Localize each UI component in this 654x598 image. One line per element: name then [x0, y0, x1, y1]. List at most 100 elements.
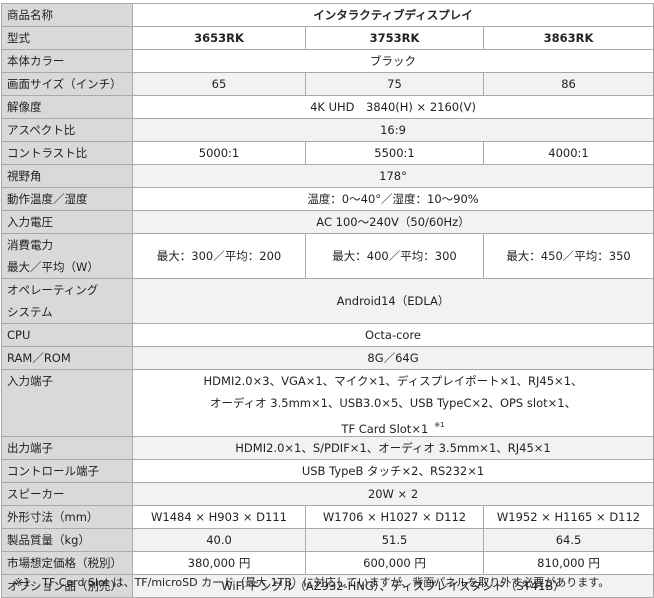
- row-label-cell: 本体カラー: [1, 49, 133, 73]
- cell-text: 380,000 円: [187, 556, 251, 570]
- value-cell: 3863RK: [482, 26, 654, 50]
- table-row: 型式 3653RK 3753RK 3863RK: [1, 26, 654, 50]
- table-row: 外形寸法（mm） W1484 × H903 × D111 W1706 × H1027…: [1, 505, 654, 529]
- row-label: CPU: [7, 328, 31, 342]
- row-label: 消費電力: [7, 238, 53, 252]
- row-label-cell: 画面サイズ（インチ）: [1, 72, 133, 96]
- row-label: 製品質量（kg）: [7, 533, 90, 547]
- row-label-cell: オペレーティング システム: [1, 278, 133, 324]
- row-label: RAM／ROM: [7, 351, 71, 365]
- row-label: アスペクト比: [7, 123, 76, 137]
- value-cell: ブラック: [131, 49, 654, 73]
- value-cell: USB TypeB タッチ×2、RS232×1: [131, 459, 654, 483]
- row-label-cell: 出力端子: [1, 436, 133, 460]
- cell-text: 8G／64G: [367, 351, 419, 365]
- row-label-cell: スピーカー: [1, 482, 133, 506]
- cell-text: 4K UHD 3840(H) × 2160(V): [310, 100, 476, 114]
- value-cell: 温度：0～40°／湿度：10～90%: [131, 187, 654, 211]
- value-cell: 51.5: [305, 528, 484, 552]
- value-cell: 16:9: [131, 118, 654, 142]
- value-cell: 5500:1: [305, 141, 484, 165]
- cell-text: 最大：400／平均：300: [332, 249, 457, 263]
- table-row: アスペクト比 16:9: [1, 118, 654, 142]
- table-row: 製品質量（kg） 40.0 51.5 64.5: [1, 528, 654, 552]
- cell-text: 810,000 円: [537, 556, 600, 570]
- value-cell: 5000:1: [132, 141, 306, 165]
- value-cell: 3753RK: [305, 26, 484, 50]
- value-cell: 380,000 円: [132, 551, 306, 575]
- row-label-cell: 動作温度／湿度: [1, 187, 133, 211]
- row-label-cell: CPU: [1, 323, 133, 347]
- row-label: 外形寸法（mm）: [7, 510, 99, 524]
- value-cell: インタラクティブディスプレイ: [131, 3, 654, 27]
- row-label: コントラスト比: [7, 146, 88, 160]
- value-cell: 810,000 円: [482, 551, 654, 575]
- cell-text: Android14（EDLA）: [336, 294, 450, 308]
- cell-text: W1952 × H1165 × D112: [496, 510, 641, 524]
- spec-table: 商品名称 インタラクティブディスプレイ型式 3653RK 3753RK 3863RK 本体…: [1, 3, 654, 598]
- cell-text: HDMI2.0×3、VGA×1、マイク×1、ディスプレイポート×1、RJ45×1…: [203, 374, 583, 388]
- value-cell: W1952 × H1165 × D112: [482, 505, 654, 529]
- footnote-text: TF Card Slot は、TF/microSD カード（最大 1TB）に対応…: [42, 576, 610, 589]
- table-row: 動作温度／湿度 温度：0～40°／湿度：10～90%: [1, 187, 654, 211]
- cell-text: 16:9: [380, 123, 406, 137]
- row-label-cell: 製品質量（kg）: [1, 528, 133, 552]
- cell-text: 86: [561, 77, 576, 91]
- footnote-mark: ※1: [14, 576, 31, 589]
- row-label: コントロール端子: [7, 464, 99, 478]
- cell-text: 40.0: [206, 533, 232, 547]
- row-label: オペレーティング: [7, 283, 99, 297]
- cell-text: 3863RK: [543, 31, 594, 45]
- table-row: スピーカー 20W × 2: [1, 482, 654, 506]
- table-row: コントラスト比 5000:1 5500:1 4000:1: [1, 141, 654, 165]
- value-cell: Android14（EDLA）: [131, 278, 654, 324]
- row-label: 解像度: [7, 100, 42, 114]
- value-cell: 86: [482, 72, 654, 96]
- value-cell: 600,000 円: [305, 551, 484, 575]
- cell-text: 178°: [379, 169, 407, 183]
- value-cell: W1484 × H903 × D111: [132, 505, 306, 529]
- cell-text: 4000:1: [548, 146, 589, 160]
- row-label: 商品名称: [7, 8, 53, 22]
- cell-text: AC 100～240V（50/60Hz）: [316, 215, 470, 229]
- table-row: 市場想定価格（税別） 380,000 円 600,000 円 810,000 円: [1, 551, 654, 575]
- cell-text: 温度：0～40°／湿度：10～90%: [307, 192, 479, 206]
- cell-text: WiFi ドングル（AZ932-HNG）、ディスプレイスタンド（ST41B）: [221, 579, 565, 593]
- row-label-cell: 解像度: [1, 95, 133, 119]
- value-cell: 最大：400／平均：300: [305, 233, 484, 279]
- row-label: 型式: [7, 31, 30, 45]
- table-row: 視野角 178°: [1, 164, 654, 188]
- cell-text: W1706 × H1027 × D112: [322, 510, 467, 524]
- value-cell: 4000:1: [482, 141, 654, 165]
- row-label: 本体カラー: [7, 54, 65, 68]
- row-label: 画面サイズ（インチ）: [7, 77, 122, 91]
- row-label: 動作温度／湿度: [7, 192, 88, 206]
- table-row: オペレーティング システム Android14（EDLA）: [1, 278, 654, 324]
- value-cell: 40.0: [132, 528, 306, 552]
- value-cell: 最大：300／平均：200: [132, 233, 306, 279]
- table-row: RAM／ROM 8G／64G: [1, 346, 654, 370]
- value-cell: 64.5: [482, 528, 654, 552]
- cell-text: 51.5: [381, 533, 408, 547]
- cell-text: 65: [211, 77, 227, 91]
- table-row: 入力端子 HDMI2.0×3、VGA×1、マイク×1、ディスプレイポート×1、RJ…: [1, 369, 654, 437]
- cell-text: TF Card Slot×1 ※1: [138, 414, 648, 436]
- value-cell: 最大：450／平均：350: [482, 233, 654, 279]
- row-label: 視野角: [7, 169, 42, 183]
- value-cell: 75: [305, 72, 484, 96]
- table-row: コントロール端子 USB TypeB タッチ×2、RS232×1: [1, 459, 654, 483]
- row-label: スピーカー: [7, 487, 65, 501]
- row-label: 最大／平均（W）: [7, 260, 99, 274]
- value-cell: AC 100～240V（50/60Hz）: [131, 210, 654, 234]
- value-cell: 3653RK: [132, 26, 306, 50]
- cell-text: 最大：300／平均：200: [156, 249, 282, 263]
- row-label: 市場想定価格（税別）: [7, 556, 122, 570]
- row-label: 出力端子: [7, 441, 53, 455]
- cell-text: オーディオ 3.5mm×1、USB3.0×5、USB TypeC×2、OPS s…: [209, 396, 577, 410]
- row-label-cell: コントラスト比: [1, 141, 133, 165]
- row-label-cell: RAM／ROM: [1, 346, 133, 370]
- row-label-cell: 外形寸法（mm）: [1, 505, 133, 529]
- cell-text: Octa-core: [365, 328, 422, 342]
- table-row: CPU Octa-core: [1, 323, 654, 347]
